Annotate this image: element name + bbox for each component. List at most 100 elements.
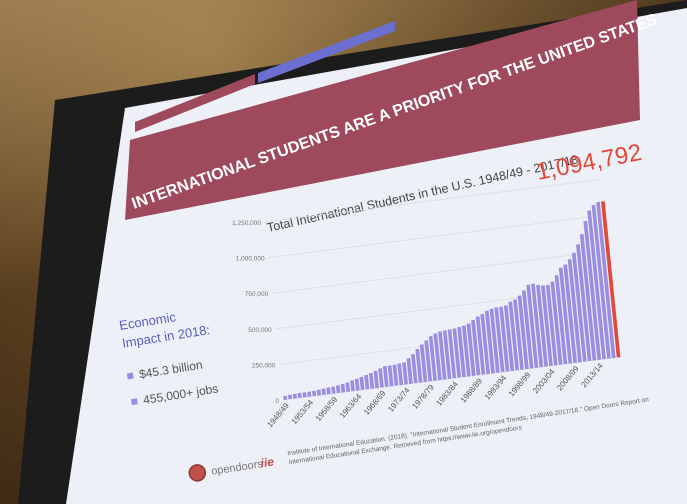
- gridline: [268, 214, 607, 258]
- y-tick-label: 0: [275, 398, 279, 405]
- bar: [307, 391, 312, 397]
- x-tick-label: 1948/49: [265, 401, 291, 429]
- bar: [302, 392, 307, 398]
- bar: [368, 372, 375, 389]
- bar: [345, 382, 350, 392]
- x-tick-label: 1993/94: [483, 373, 509, 401]
- bar: [283, 395, 288, 400]
- x-tick-label: 2003/04: [531, 367, 557, 395]
- bar: [452, 328, 462, 378]
- impact-bullet-1: $45.3 billion: [138, 358, 203, 382]
- bar: [447, 329, 457, 379]
- bar: [428, 336, 437, 381]
- bar: [550, 281, 563, 365]
- x-tick-label: 1953/54: [290, 398, 316, 426]
- y-tick-label: 1,250,000: [232, 220, 261, 227]
- bar: [438, 331, 447, 380]
- footer: opendoors iie Institute of International…: [188, 396, 650, 482]
- bar: [461, 325, 471, 377]
- bar-highlight: [601, 201, 621, 358]
- bar: [563, 264, 577, 364]
- iie-logo: iie: [260, 454, 276, 470]
- bar: [364, 374, 370, 390]
- x-tick-label: 1963/64: [338, 392, 364, 420]
- x-tick-label: 1968/69: [362, 388, 388, 416]
- bar: [545, 284, 558, 366]
- opendoors-logo: opendoors: [210, 458, 264, 478]
- blue-stripe: [258, 21, 395, 83]
- bar: [571, 252, 587, 362]
- bar: [596, 201, 616, 359]
- bar: [335, 385, 341, 394]
- bar: [583, 220, 602, 360]
- bar: [316, 389, 321, 396]
- bar: [494, 307, 505, 373]
- x-tick-label: 1988/89: [459, 376, 485, 404]
- bar: [591, 204, 611, 359]
- bar: [442, 330, 452, 379]
- bar: [387, 365, 394, 387]
- bar: [579, 234, 597, 361]
- bar: [503, 305, 515, 372]
- y-tick-label: 500,000: [248, 327, 272, 334]
- x-tick-label: 1978/79: [410, 382, 436, 410]
- bar: [466, 323, 476, 376]
- bar: [402, 362, 408, 385]
- bar: [331, 386, 336, 394]
- gridline: [272, 249, 611, 294]
- bar: [531, 283, 544, 368]
- bar: [471, 319, 481, 376]
- bar: [513, 299, 524, 370]
- bar: [312, 390, 317, 397]
- economic-impact-panel: Economic Impact in 2018: $45.3 billion 4…: [118, 309, 219, 407]
- bar: [297, 392, 302, 399]
- bar: [406, 358, 413, 384]
- bar: [576, 244, 592, 362]
- bar: [373, 370, 379, 389]
- bar: [457, 326, 466, 378]
- impact-bullet-2: 455,000+ jobs: [142, 381, 219, 407]
- bar: [587, 210, 606, 360]
- bar: [321, 388, 326, 395]
- bullet-icon: [126, 372, 134, 380]
- bar: [489, 308, 500, 373]
- bar: [521, 290, 534, 369]
- bar: [292, 393, 297, 399]
- x-tick-label: 1998/99: [507, 370, 533, 398]
- x-tick-label: 1958/59: [314, 395, 340, 423]
- bar: [419, 344, 428, 383]
- bar: [499, 306, 510, 372]
- bar: [288, 394, 293, 400]
- bar: [359, 376, 365, 391]
- gridline: [264, 178, 604, 223]
- bar: [382, 365, 389, 387]
- bar: [415, 348, 423, 383]
- bar: [558, 267, 573, 364]
- bar: [354, 378, 360, 391]
- bar: [541, 285, 553, 367]
- us-seal-icon: [188, 464, 207, 482]
- bar: [567, 259, 582, 363]
- bar: [475, 316, 486, 375]
- y-tick-label: 750,000: [245, 291, 269, 298]
- bar: [392, 364, 399, 386]
- bar: [411, 354, 418, 384]
- bar: [536, 284, 548, 367]
- citation-line-1: Institute of International Education. (2…: [287, 396, 650, 457]
- bar: [424, 340, 433, 382]
- y-tick-label: 1,000,000: [236, 256, 265, 263]
- x-tick-label: 1973/74: [386, 385, 412, 413]
- x-tick-label: 2008/09: [555, 364, 581, 392]
- y-tick-label: 250,000: [252, 362, 276, 369]
- bar: [517, 295, 529, 370]
- maroon-stripe: [135, 74, 255, 132]
- bar: [340, 383, 346, 393]
- x-tick-label: 2013/14: [579, 361, 605, 389]
- bar: [326, 387, 331, 395]
- bar: [526, 284, 539, 368]
- bar: [433, 333, 442, 381]
- bar: [378, 368, 384, 388]
- x-tick-label: 1983/84: [434, 379, 460, 407]
- bar: [484, 310, 495, 374]
